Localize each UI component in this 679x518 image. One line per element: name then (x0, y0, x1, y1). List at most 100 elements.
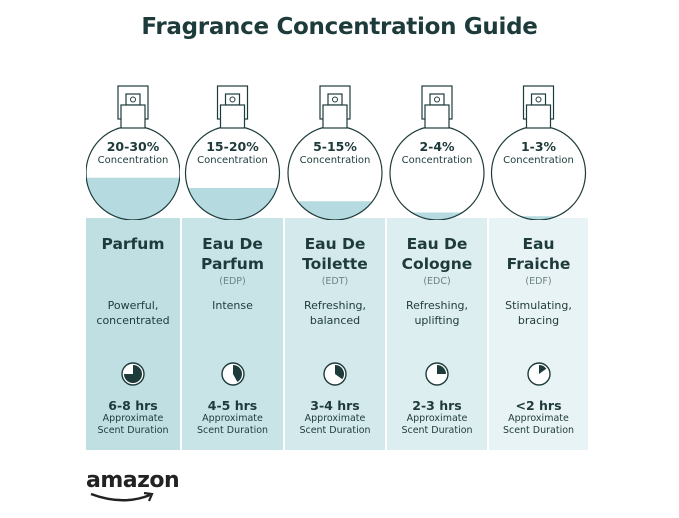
type-name-line: Eau (522, 235, 555, 253)
type-name-line: Fraiche (506, 255, 571, 273)
type-name: Parfum (86, 234, 180, 254)
concentration-column: 15-20% Concentration Eau De Parfum (EDP) … (182, 0, 283, 450)
concentration-percent: 5-15% (313, 139, 357, 154)
caption-line: Approximate (508, 413, 569, 424)
concentration-caption: Concentration (97, 155, 169, 166)
type-description: Refreshing, uplifting (387, 298, 487, 328)
perfume-bottle-icon (184, 85, 281, 220)
liquid-fill (297, 201, 373, 220)
type-description: Intense (182, 298, 283, 313)
clock-icon (323, 362, 347, 386)
type-name-line: Eau De (304, 235, 366, 253)
duration-hours: 6-8 hrs (108, 398, 158, 413)
caption-line: Scent Duration (401, 425, 473, 436)
desc-line: Refreshing, (303, 299, 367, 312)
caption-line: Approximate (202, 413, 263, 424)
type-name: Eau De Cologne (387, 234, 487, 274)
clock-icon (425, 362, 449, 386)
duration-hours: 2-3 hrs (412, 398, 462, 413)
type-panel (489, 218, 588, 450)
caption-line: Scent Duration (502, 425, 575, 436)
concentration-label: 15-20% Concentration (182, 139, 283, 166)
concentration-percent: 1-3% (520, 139, 557, 154)
clock-fill (437, 365, 446, 374)
page-title: Fragrance Concentration Guide (141, 14, 538, 40)
caption-line: Approximate (102, 413, 164, 424)
caption-line: Approximate (406, 413, 468, 424)
desc-line: Powerful, (107, 299, 159, 312)
duration-caption: Approximate Scent Duration (86, 413, 180, 437)
type-panel (387, 218, 487, 450)
type-abbreviation: (EDF) (525, 276, 552, 287)
desc-line: Intense (212, 299, 253, 312)
type-name: Eau Fraiche (489, 234, 588, 274)
perfume-bottle-icon (490, 85, 587, 220)
type-name: Eau De Toilette (285, 234, 385, 274)
concentration-label: 20-30% Concentration (86, 139, 180, 166)
duration-hours: <2 hrs (515, 398, 562, 413)
concentration-percent: 15-20% (206, 139, 259, 154)
clock-icon (220, 362, 245, 386)
concentration-label: 5-15% Concentration (285, 139, 385, 166)
perfume-bottle-icon (389, 85, 485, 220)
type-abbreviation: (EDP) (219, 276, 246, 287)
concentration-caption: Concentration (401, 155, 473, 166)
clock-fill (124, 365, 142, 383)
concentration-label: 1-3% Concentration (489, 139, 588, 166)
desc-line: bracing (517, 314, 560, 327)
brand-text: amazon (86, 468, 180, 493)
duration-hours: 4-5 hrs (207, 398, 258, 413)
type-abbreviation: (EDT) (321, 276, 349, 287)
caption-line: Scent Duration (299, 425, 371, 436)
concentration-column: 2-4% Concentration Eau De Cologne (EDC) R… (387, 0, 487, 450)
duration-hours: 3-4 hrs (310, 398, 360, 413)
type-name-line: Eau De (406, 235, 468, 253)
liquid-fill (187, 188, 278, 220)
clock-fill (335, 365, 344, 380)
clock-fill (232, 365, 242, 382)
duration-caption: Approximate Scent Duration (387, 413, 487, 437)
duration-caption: Approximate Scent Duration (489, 413, 588, 437)
concentration-caption: Concentration (197, 155, 268, 166)
caption-line: Scent Duration (97, 425, 169, 436)
caption-line: Scent Duration (196, 425, 269, 436)
amazon-logo: amazon (86, 468, 180, 502)
type-name-line: Cologne (401, 255, 473, 273)
concentration-column: 1-3% Concentration Eau Fraiche (EDF) Stim… (489, 0, 588, 450)
concentration-column: 5-15% Concentration Eau De Toilette (EDT)… (285, 0, 385, 450)
type-description: Powerful, concentrated (86, 298, 180, 328)
duration-caption: Approximate Scent Duration (285, 413, 385, 437)
concentration-label: 2-4% Concentration (387, 139, 487, 166)
type-name-line: Parfum (201, 255, 264, 273)
type-panel (182, 218, 283, 450)
perfume-bottle-icon (86, 85, 180, 220)
desc-line: Refreshing, (405, 299, 469, 312)
type-name-line: Parfum (101, 235, 165, 253)
desc-line: balanced (309, 314, 361, 327)
concentration-caption: Concentration (503, 155, 574, 166)
type-description: Stimulating, bracing (489, 298, 588, 328)
type-description: Refreshing, balanced (285, 298, 385, 328)
type-abbreviation: (EDC) (423, 276, 451, 287)
duration-caption: Approximate Scent Duration (182, 413, 283, 437)
perfume-bottle-icon (287, 85, 383, 220)
clock-fill (538, 365, 546, 374)
desc-line: concentrated (96, 314, 170, 327)
type-name-line: Toilette (302, 255, 368, 273)
type-name: Eau De Parfum (182, 234, 283, 274)
clock-icon (526, 362, 551, 386)
desc-line: uplifting (414, 314, 460, 327)
desc-line: Stimulating, (505, 299, 572, 312)
type-panel (285, 218, 385, 450)
concentration-percent: 2-4% (419, 139, 455, 154)
clock-icon (121, 362, 145, 386)
type-panel (86, 218, 180, 450)
smile-arrow-icon (90, 492, 154, 502)
caption-line: Approximate (304, 413, 366, 424)
concentration-caption: Concentration (299, 155, 371, 166)
liquid-fill (86, 177, 180, 220)
concentration-percent: 20-30% (106, 139, 160, 154)
concentration-column: 20-30% Concentration Parfum Powerful, con… (86, 0, 180, 450)
type-name-line: Eau De (202, 235, 263, 253)
